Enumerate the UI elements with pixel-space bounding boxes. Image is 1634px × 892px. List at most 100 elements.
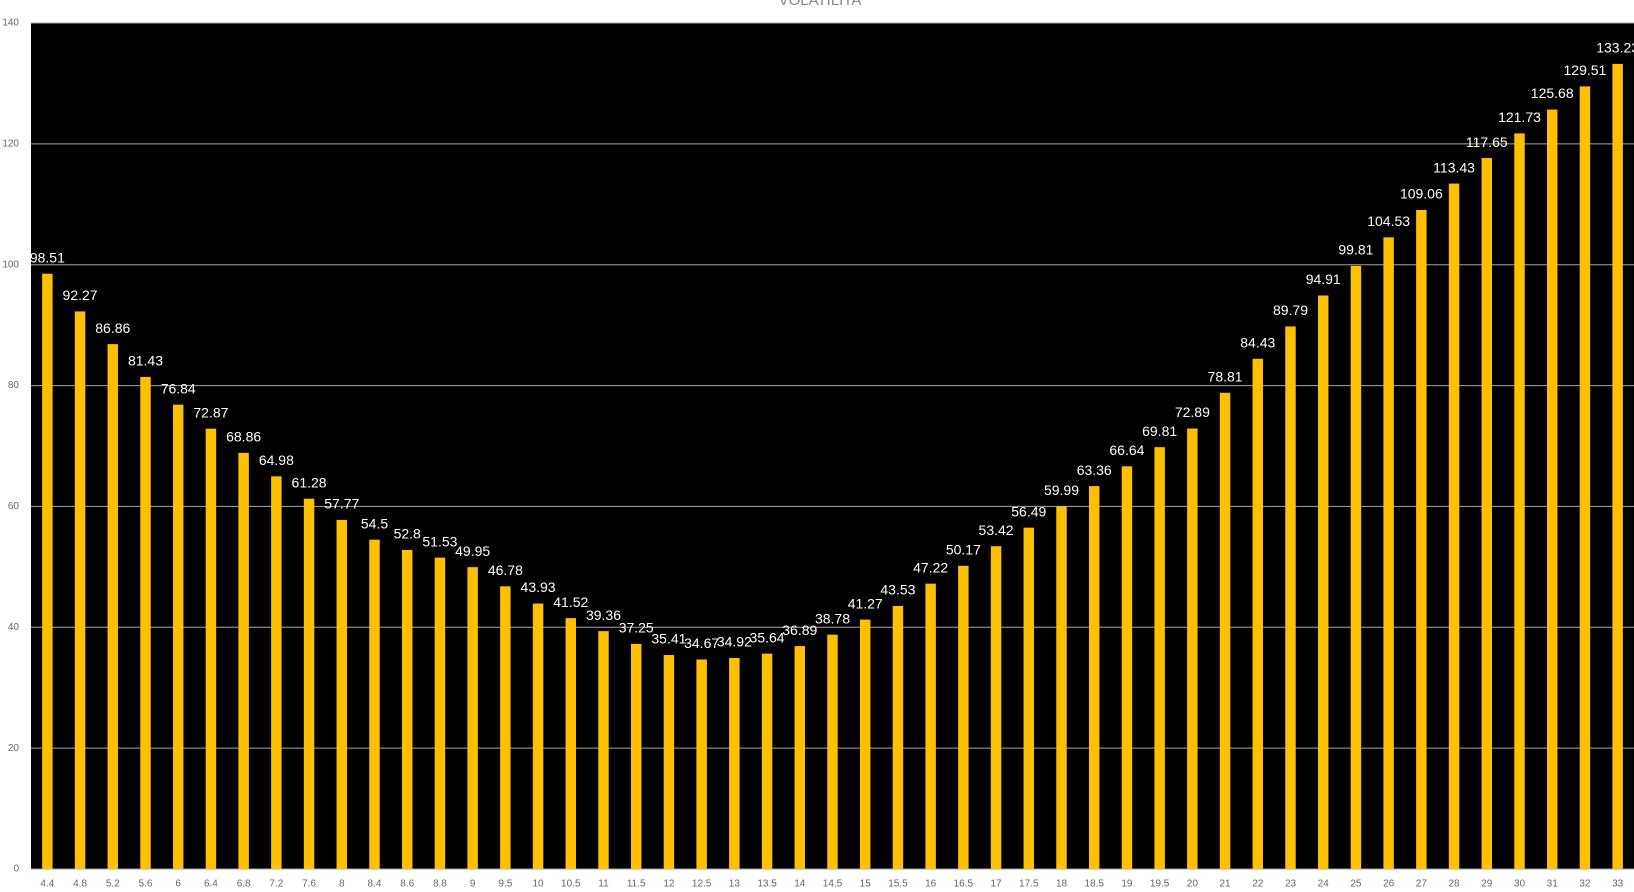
value-label: 72.87 [193,404,228,420]
bar [303,498,315,869]
bar [892,605,904,869]
value-label: 109.06 [1400,186,1443,202]
value-label: 63.36 [1077,462,1112,478]
value-label: 99.81 [1338,242,1373,258]
x-tick-label: 23 [1285,879,1297,890]
y-tick-label: 140 [2,18,19,29]
bar [1023,527,1035,869]
bar [401,549,413,869]
bar [532,603,544,869]
value-label: 50.17 [946,542,981,558]
x-tick-label: 18.5 [1084,879,1104,890]
value-label: 81.43 [128,353,163,369]
y-tick-label: 0 [13,864,19,875]
bar [1546,109,1558,870]
bar [925,583,936,869]
value-label: 49.95 [455,543,490,559]
bar [1514,133,1525,869]
x-tick-label: 11.5 [627,879,646,890]
bar [1579,86,1591,869]
x-tick-label: 19.5 [1150,879,1170,890]
value-label: 34.67 [684,635,719,651]
x-tick-label: 13.5 [757,879,777,890]
value-label: 61.28 [292,474,327,490]
value-label: 52.8 [394,526,421,542]
x-tick-label: 10 [533,879,545,890]
x-tick-label: 8 [339,879,345,890]
value-label: 68.86 [226,429,261,445]
x-tick-label: 8.6 [400,879,414,890]
x-tick-label: 12.5 [692,879,712,890]
bar [238,452,249,869]
x-tick-label: 9 [470,879,476,890]
x-tick-label: 17.5 [1019,879,1039,890]
bar [1154,447,1165,869]
value-label: 56.49 [1011,503,1046,519]
bar [1317,295,1329,870]
bar [1121,466,1133,869]
value-label: 53.42 [979,522,1014,538]
x-tick-label: 28 [1449,879,1461,890]
value-label: 84.43 [1240,335,1275,351]
x-tick-label: 29 [1481,879,1493,890]
bar [1416,209,1427,869]
x-tick-label: 24 [1318,879,1330,890]
x-tick-label: 8.8 [433,879,447,890]
bar [1219,392,1231,869]
x-tick-label: 19 [1121,879,1133,890]
bar [958,565,969,869]
x-tick-label: 18 [1056,879,1068,890]
bar [1481,158,1493,869]
x-tick-label: 33 [1612,879,1624,890]
x-tick-label: 5.2 [106,879,120,890]
x-tick-label: 16 [925,879,937,890]
bar [630,643,642,869]
bar [859,619,871,869]
bar [729,657,740,869]
value-label: 41.52 [553,594,588,610]
bar [696,659,707,869]
x-tick-label: 31 [1547,879,1559,890]
chart-title: VOLATILITA [779,0,862,9]
x-tick-label: 4.8 [73,879,87,890]
value-label: 66.64 [1109,442,1144,458]
bar [827,634,838,869]
value-label: 92.27 [63,287,98,303]
value-label: 76.84 [161,380,196,396]
x-tick-label: 7.6 [302,879,316,890]
bar [74,311,86,870]
value-label: 69.81 [1142,423,1177,439]
value-label: 35.64 [750,629,785,645]
value-label: 89.79 [1273,302,1308,318]
bar [140,376,151,869]
bar [1285,326,1296,869]
value-label: 34.92 [717,634,752,650]
value-label: 117.65 [1466,134,1508,150]
value-label: 43.53 [880,582,915,598]
bar [107,344,119,869]
x-tick-label: 7.2 [269,879,283,890]
value-label: 43.93 [521,579,556,595]
value-label: 35.41 [651,631,686,647]
value-label: 47.22 [913,559,948,575]
value-label: 94.91 [1306,271,1341,287]
x-tick-label: 10.5 [561,879,581,890]
x-tick-label: 8.4 [368,879,382,890]
x-tick-label: 27 [1416,879,1428,890]
value-label: 64.98 [259,452,294,468]
bar [1350,265,1362,869]
bar [1612,63,1623,869]
bar [1383,237,1394,869]
y-tick-label: 40 [8,622,20,633]
x-tick-label: 6 [175,879,181,890]
value-label: 46.78 [488,562,523,578]
x-tick-label: 17 [991,879,1003,890]
value-label: 78.81 [1208,368,1243,384]
x-tick-label: 25 [1350,879,1362,890]
x-tick-label: 9.5 [498,879,512,890]
value-label: 133.23 [1596,40,1634,56]
bar [271,476,282,869]
x-tick-label: 15 [860,879,872,890]
value-label: 39.36 [586,607,621,623]
